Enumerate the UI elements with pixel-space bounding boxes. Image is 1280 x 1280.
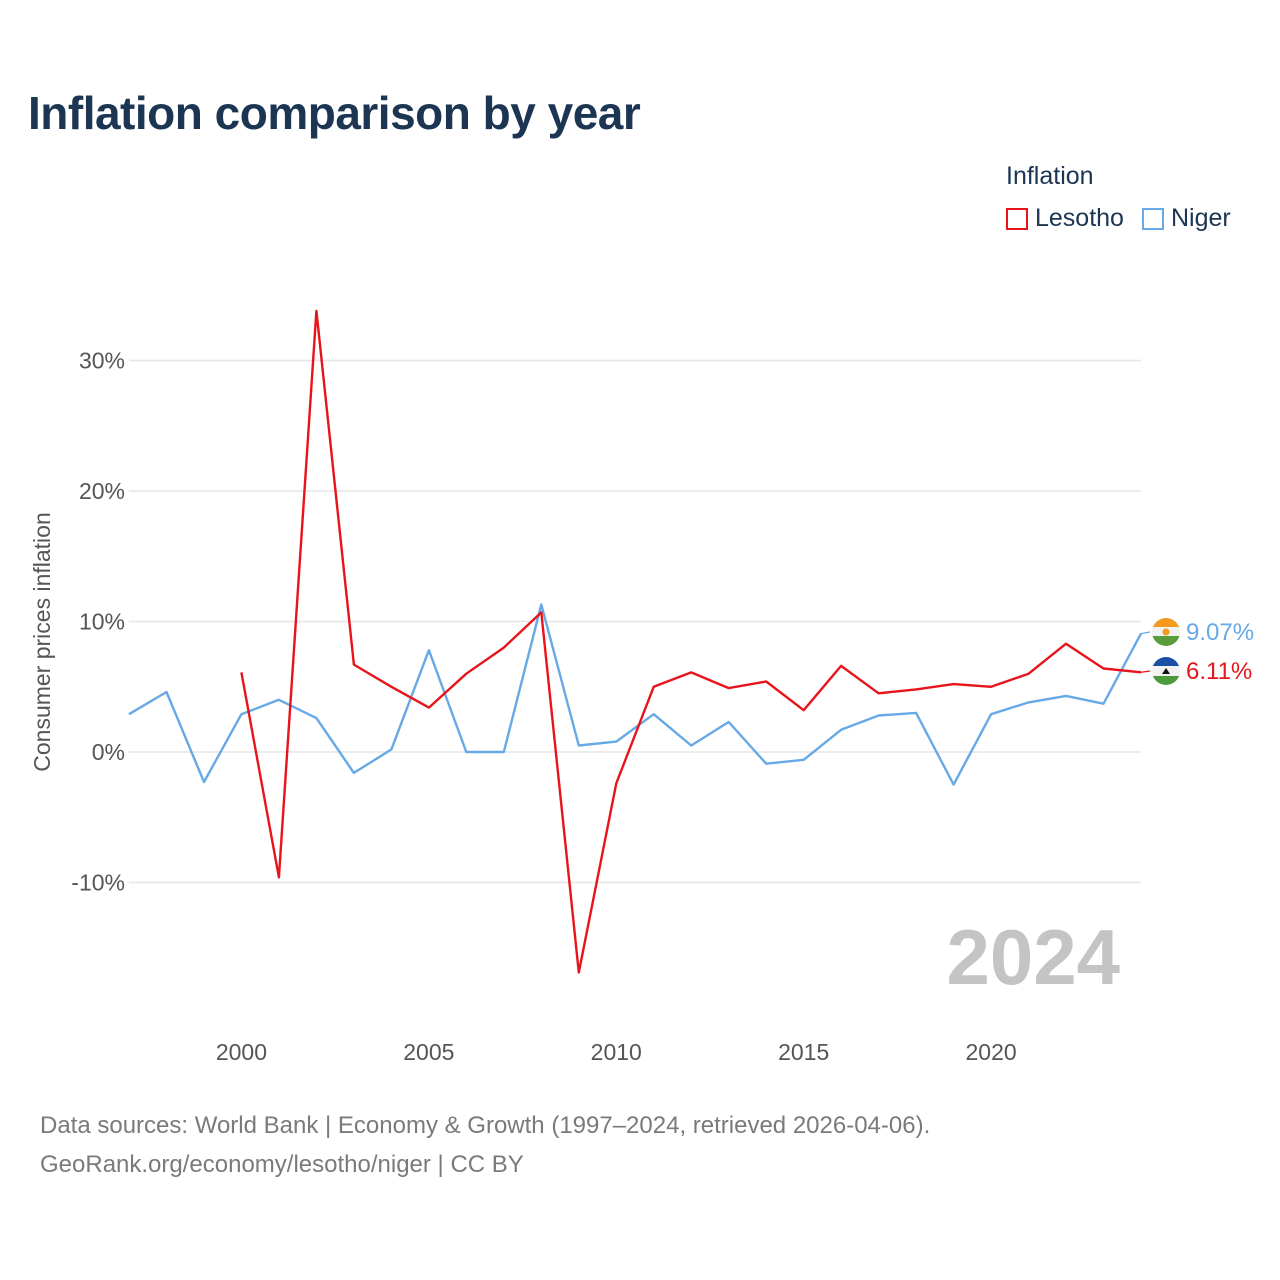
data-point-niger[interactable]	[389, 747, 393, 751]
data-point-lesotho[interactable]	[764, 680, 768, 684]
legend: Lesotho Niger	[1006, 204, 1231, 233]
y-tick-label: 0%	[92, 739, 125, 765]
legend-title: Inflation	[1006, 162, 1094, 190]
y-axis-label: Consumer prices inflation	[29, 512, 55, 772]
data-point-lesotho[interactable]	[352, 663, 356, 667]
data-point-niger[interactable]	[1102, 702, 1106, 706]
data-point-niger[interactable]	[1064, 694, 1068, 698]
end-labels: 9.07% 6.11%	[1140, 619, 1254, 685]
data-point-lesotho[interactable]	[689, 670, 693, 674]
x-tick-label: 2015	[778, 1039, 829, 1065]
x-tick-label: 2005	[403, 1039, 454, 1065]
data-point-lesotho[interactable]	[1102, 666, 1106, 670]
data-point-lesotho[interactable]	[502, 646, 506, 650]
data-point-lesotho[interactable]	[314, 309, 318, 313]
data-point-niger[interactable]	[502, 750, 506, 754]
y-tick-label: 20%	[79, 478, 125, 504]
data-point-niger[interactable]	[277, 698, 281, 702]
data-point-niger[interactable]	[202, 780, 206, 784]
data-point-lesotho[interactable]	[1064, 642, 1068, 646]
x-tick-label: 2010	[591, 1039, 642, 1065]
data-point-niger[interactable]	[577, 743, 581, 747]
y-tick-label: 10%	[79, 609, 125, 635]
data-point-lesotho[interactable]	[952, 682, 956, 686]
legend-item-niger[interactable]: Niger	[1141, 204, 1231, 233]
data-point-lesotho[interactable]	[914, 687, 918, 691]
data-point-lesotho[interactable]	[239, 670, 243, 674]
footer: Data sources: World Bank | Economy & Gro…	[40, 1106, 930, 1184]
data-point-niger[interactable]	[764, 762, 768, 766]
data-point-niger[interactable]	[614, 740, 618, 744]
data-point-niger[interactable]	[539, 603, 543, 607]
year-watermark: 2024	[946, 913, 1120, 1001]
data-point-niger[interactable]	[427, 648, 431, 652]
data-point-niger[interactable]	[952, 783, 956, 787]
data-point-lesotho[interactable]	[389, 685, 393, 689]
data-point-lesotho[interactable]	[539, 610, 543, 614]
data-point-lesotho[interactable]	[1027, 672, 1031, 676]
x-tick-label: 2000	[216, 1039, 267, 1065]
data-point-niger[interactable]	[352, 771, 356, 775]
data-point-lesotho[interactable]	[577, 971, 581, 975]
legend-swatch-lesotho	[1006, 207, 1028, 230]
data-point-niger[interactable]	[239, 712, 243, 716]
end-label-niger: 9.07%	[1186, 619, 1254, 646]
y-axis-ticks: 30% 20% 10% 0% -10%	[71, 348, 125, 896]
data-point-lesotho[interactable]	[839, 664, 843, 668]
data-point-niger[interactable]	[839, 728, 843, 732]
data-point-lesotho[interactable]	[989, 685, 993, 689]
series-lines	[127, 309, 1143, 975]
data-point-lesotho[interactable]	[427, 706, 431, 710]
x-axis-ticks: 2000 2005 2010 2015 2020	[216, 1039, 1017, 1065]
legend-item-lesotho[interactable]: Lesotho	[1006, 204, 1124, 233]
data-point-lesotho[interactable]	[802, 708, 806, 712]
data-point-lesotho[interactable]	[277, 875, 281, 879]
data-point-niger[interactable]	[127, 712, 131, 716]
niger-flag-icon	[1152, 618, 1180, 646]
legend-label-niger: Niger	[1170, 204, 1231, 232]
end-connector-niger	[1140, 631, 1151, 635]
data-point-lesotho[interactable]	[652, 685, 656, 689]
series-line-lesotho[interactable]	[240, 309, 1142, 974]
data-point-niger[interactable]	[914, 711, 918, 715]
data-point-niger[interactable]	[727, 720, 731, 724]
data-point-niger[interactable]	[464, 750, 468, 754]
legend-label-lesotho: Lesotho	[1035, 204, 1124, 232]
chart-title: Inflation comparison by year	[28, 87, 641, 139]
data-point-niger[interactable]	[652, 712, 656, 716]
series-line-niger[interactable]	[128, 603, 1143, 786]
end-connector-lesotho	[1140, 670, 1151, 673]
data-point-niger[interactable]	[1027, 700, 1031, 704]
x-tick-label: 2020	[965, 1039, 1016, 1065]
data-point-lesotho[interactable]	[464, 672, 468, 676]
footer-link[interactable]: GeoRank.org/economy/lesotho/niger | CC B…	[40, 1151, 524, 1178]
data-point-niger[interactable]	[689, 743, 693, 747]
end-label-lesotho: 6.11%	[1186, 658, 1252, 685]
data-point-niger[interactable]	[802, 758, 806, 762]
data-point-niger[interactable]	[877, 713, 881, 717]
y-tick-label: 30%	[79, 348, 125, 374]
data-point-lesotho[interactable]	[727, 686, 731, 690]
data-point-niger[interactable]	[164, 690, 168, 694]
gridlines	[129, 359, 1141, 884]
data-point-niger[interactable]	[314, 716, 318, 720]
footer-sources: Data sources: World Bank | Economy & Gro…	[40, 1112, 931, 1139]
lesotho-flag-icon	[1152, 657, 1180, 685]
data-point-niger[interactable]	[989, 712, 993, 716]
data-point-lesotho[interactable]	[614, 781, 618, 785]
y-tick-label: -10%	[71, 870, 125, 896]
data-point-lesotho[interactable]	[877, 691, 881, 695]
legend-swatch-niger	[1141, 207, 1164, 230]
end-markers	[1152, 618, 1180, 685]
